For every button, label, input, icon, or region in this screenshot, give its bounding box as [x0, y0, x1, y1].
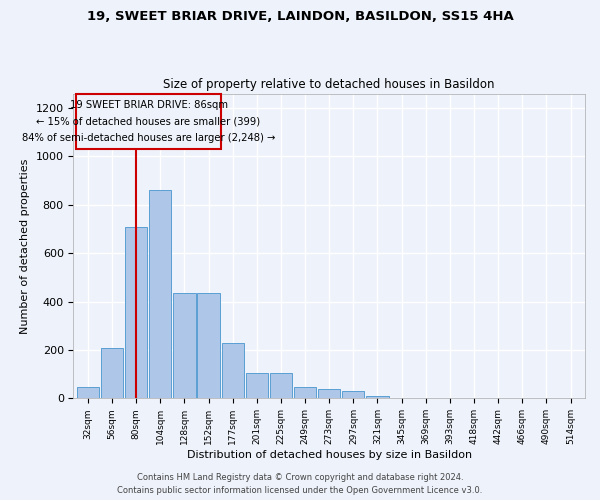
- Bar: [270, 373, 292, 398]
- Text: 19, SWEET BRIAR DRIVE, LAINDON, BASILDON, SS15 4HA: 19, SWEET BRIAR DRIVE, LAINDON, BASILDON…: [86, 10, 514, 23]
- Title: Size of property relative to detached houses in Basildon: Size of property relative to detached ho…: [163, 78, 495, 91]
- Bar: [367, 396, 389, 398]
- Text: Contains HM Land Registry data © Crown copyright and database right 2024.
Contai: Contains HM Land Registry data © Crown c…: [118, 474, 482, 495]
- Bar: [342, 391, 364, 398]
- X-axis label: Distribution of detached houses by size in Basildon: Distribution of detached houses by size …: [187, 450, 472, 460]
- Text: 19 SWEET BRIAR DRIVE: 86sqm: 19 SWEET BRIAR DRIVE: 86sqm: [70, 100, 227, 110]
- Bar: [294, 386, 316, 398]
- Bar: [221, 342, 244, 398]
- Text: 84% of semi-detached houses are larger (2,248) →: 84% of semi-detached houses are larger (…: [22, 133, 275, 143]
- Bar: [173, 293, 196, 399]
- Bar: [125, 226, 148, 398]
- FancyBboxPatch shape: [76, 94, 221, 149]
- Text: ← 15% of detached houses are smaller (399): ← 15% of detached houses are smaller (39…: [37, 116, 260, 126]
- Bar: [101, 348, 123, 399]
- Bar: [77, 386, 99, 398]
- Bar: [318, 388, 340, 398]
- Y-axis label: Number of detached properties: Number of detached properties: [20, 158, 30, 334]
- Bar: [149, 190, 172, 398]
- Bar: [197, 293, 220, 399]
- Bar: [246, 373, 268, 398]
